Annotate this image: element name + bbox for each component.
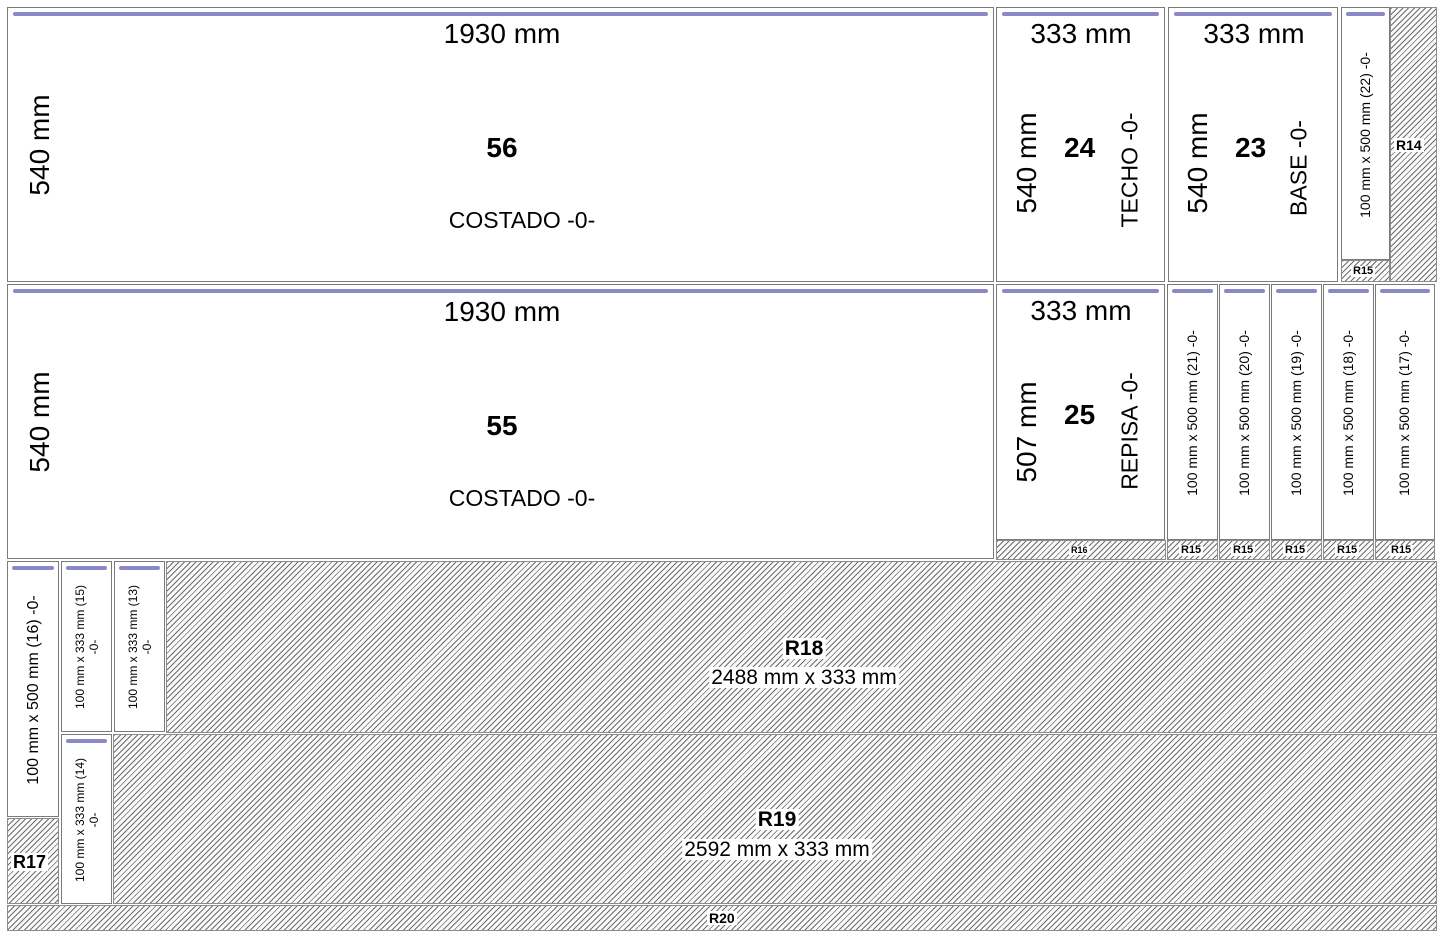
piece-25: 333 mm 507 mm 25 REPISA -0-	[996, 284, 1165, 540]
remnant-r14: R14	[1390, 7, 1437, 282]
grain-direction-bar	[119, 566, 160, 570]
piece-height: 507 mm	[1011, 381, 1042, 483]
piece-width: 333 mm	[1030, 18, 1132, 49]
grain-direction-bar	[1276, 289, 1317, 293]
strip-label-line1: 100 mm x 333 mm (13)	[126, 584, 140, 710]
grain-direction-bar	[1172, 289, 1213, 293]
grain-direction-bar	[1380, 289, 1430, 293]
grain-direction-bar	[13, 12, 988, 16]
strip-label: 100 mm x 500 mm (17) -0-	[1396, 330, 1412, 496]
strip-20: 100 mm x 500 mm (20) -0-	[1219, 284, 1270, 540]
remnant-r15-c: R15	[1271, 540, 1322, 560]
remnant-r18: R18 2488 mm x 333 mm	[166, 561, 1437, 733]
strip-18: 100 mm x 500 mm (18) -0-	[1323, 284, 1374, 540]
strip-label: 100 mm x 500 mm (16) -0-	[25, 595, 42, 785]
remnant-r19-size: 2592 mm x 333 mm	[682, 838, 872, 861]
remnant-r15-a: R15	[1167, 540, 1218, 560]
remnant-r19-id: R19	[755, 808, 799, 831]
piece-height: 540 mm	[1182, 112, 1213, 214]
piece-number: 23	[1235, 132, 1267, 163]
strip-14: 100 mm x 333 mm (14) -0-	[61, 734, 112, 904]
remnant-r19: R19 2592 mm x 333 mm	[113, 734, 1437, 904]
grain-direction-bar	[1346, 12, 1385, 16]
piece-width: 1930 mm	[443, 18, 561, 49]
piece-width: 1930 mm	[443, 296, 561, 327]
remnant-r17-label: R17	[11, 852, 49, 872]
strip-label: 100 mm x 500 mm (22) -0-	[1357, 52, 1373, 218]
piece-number: 56	[486, 132, 518, 163]
remnant-r15-d: R15	[1323, 540, 1374, 560]
strip-22: 100 mm x 500 mm (22) -0-	[1341, 7, 1390, 260]
grain-direction-bar	[66, 566, 107, 570]
strip-label: 100 mm x 500 mm (20) -0-	[1236, 330, 1252, 496]
strip-label: 100 mm x 500 mm (18) -0-	[1340, 330, 1356, 496]
remnant-r15-label: R15	[1389, 544, 1414, 556]
strip-13: 100 mm x 333 mm (13) -0-	[114, 561, 165, 732]
grain-direction-bar	[1002, 289, 1159, 293]
grain-direction-bar	[66, 739, 107, 743]
grain-direction-bar	[1224, 289, 1265, 293]
piece-height: 540 mm	[1011, 112, 1042, 214]
strip-19: 100 mm x 500 mm (19) -0-	[1271, 284, 1322, 540]
piece-name: COSTADO -0-	[448, 485, 596, 511]
piece-name: COSTADO -0-	[448, 207, 596, 233]
piece-name: BASE -0-	[1285, 120, 1312, 216]
strip-label-line2: -0-	[87, 812, 101, 828]
piece-width: 333 mm	[1203, 18, 1305, 49]
remnant-r15-label: R15	[1351, 265, 1376, 277]
strip-16: 100 mm x 500 mm (16) -0-	[7, 561, 59, 817]
piece-24: 333 mm 540 mm 24 TECHO -0-	[996, 7, 1165, 282]
piece-number: 25	[1064, 399, 1096, 430]
strip-label: 100 mm x 500 mm (21) -0-	[1184, 330, 1200, 496]
strip-15: 100 mm x 333 mm (15) -0-	[61, 561, 112, 732]
piece-height: 540 mm	[24, 94, 55, 196]
piece-56: 1930 mm 540 mm 56 COSTADO -0-	[7, 7, 994, 282]
strip-label: 100 mm x 500 mm (19) -0-	[1288, 330, 1304, 496]
remnant-r15-label: R15	[1179, 544, 1204, 556]
remnant-r18-size: 2488 mm x 333 mm	[709, 666, 899, 689]
piece-number: 55	[486, 410, 518, 441]
strip-21: 100 mm x 500 mm (21) -0-	[1167, 284, 1218, 540]
piece-23: 333 mm 540 mm 23 BASE -0-	[1168, 7, 1338, 282]
remnant-r16-label: R16	[1069, 545, 1090, 555]
remnant-r20-label: R20	[707, 910, 737, 926]
remnant-r18-id: R18	[782, 637, 826, 660]
remnant-r15-top: R15	[1341, 260, 1390, 282]
remnant-r15-e: R15	[1375, 540, 1435, 560]
strip-label-line2: -0-	[140, 639, 154, 655]
grain-direction-bar	[13, 289, 988, 293]
piece-55: 1930 mm 540 mm 55 COSTADO -0-	[7, 284, 994, 559]
strip-label-line2: -0-	[87, 639, 101, 655]
remnant-r20: R20	[7, 905, 1437, 931]
piece-name: TECHO -0-	[1116, 112, 1143, 228]
remnant-r15-label: R15	[1231, 544, 1256, 556]
remnant-r15-b: R15	[1219, 540, 1270, 560]
grain-direction-bar	[1002, 12, 1159, 16]
remnant-r16: R16	[996, 540, 1166, 560]
strip-label-line1: 100 mm x 333 mm (15)	[73, 584, 87, 710]
remnant-r14-label: R14	[1394, 137, 1424, 153]
grain-direction-bar	[1174, 12, 1332, 16]
remnant-r17: R17	[7, 818, 59, 904]
piece-height: 540 mm	[24, 371, 55, 473]
grain-direction-bar	[1328, 289, 1369, 293]
remnant-r15-label: R15	[1283, 544, 1308, 556]
piece-number: 24	[1064, 132, 1096, 163]
remnant-r15-label: R15	[1335, 544, 1360, 556]
strip-label-line1: 100 mm x 333 mm (14)	[73, 757, 87, 883]
grain-direction-bar	[12, 566, 54, 570]
strip-17: 100 mm x 500 mm (17) -0-	[1375, 284, 1435, 540]
piece-width: 333 mm	[1030, 295, 1132, 326]
piece-name: REPISA -0-	[1116, 372, 1143, 490]
